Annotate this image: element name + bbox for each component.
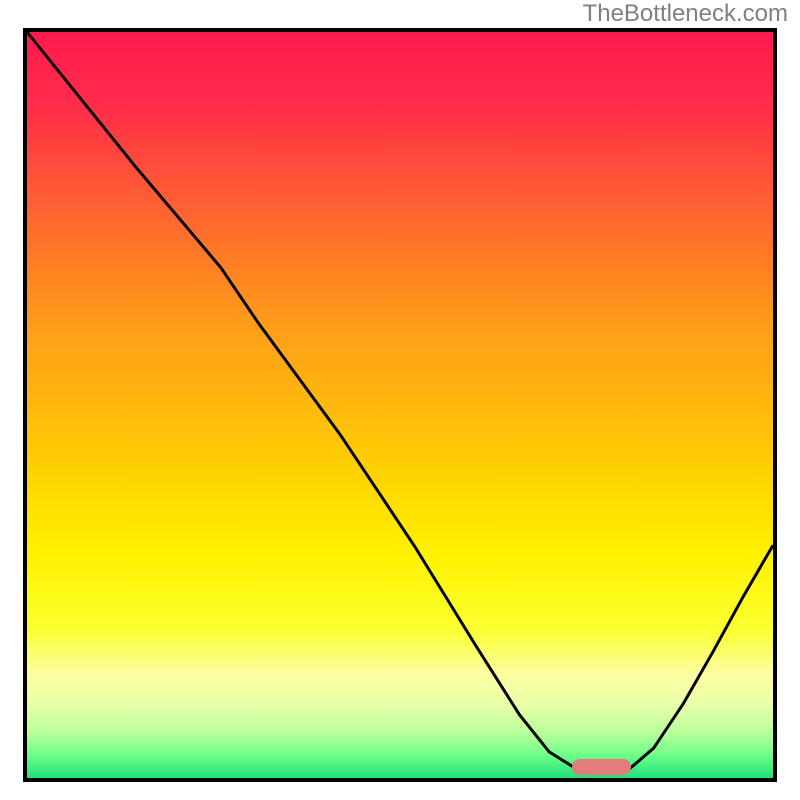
bottleneck-curve [27, 32, 773, 771]
chart-frame [23, 28, 777, 782]
curve-layer [27, 32, 773, 778]
optimal-marker [572, 759, 632, 775]
watermark-text: TheBottleneck.com [583, 0, 788, 28]
